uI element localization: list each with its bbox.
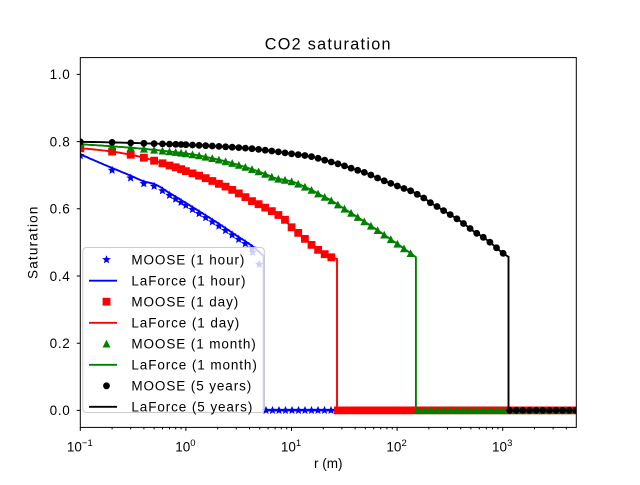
- svg-text:1.0: 1.0: [50, 67, 71, 82]
- svg-text:0.0: 0.0: [50, 403, 71, 418]
- svg-text:LaForce (1 hour): LaForce (1 hour): [131, 274, 246, 289]
- svg-text:MOOSE (1 month): MOOSE (1 month): [131, 337, 256, 352]
- svg-text:MOOSE (1 hour): MOOSE (1 hour): [131, 253, 245, 268]
- svg-text:r (m): r (m): [314, 456, 342, 471]
- svg-text:MOOSE (5 years): MOOSE (5 years): [131, 379, 252, 394]
- svg-text:CO2 saturation: CO2 saturation: [265, 35, 392, 53]
- svg-text:LaForce (5 years): LaForce (5 years): [131, 400, 253, 415]
- svg-text:Saturation: Saturation: [26, 205, 41, 279]
- svg-text:LaForce (1 month): LaForce (1 month): [131, 358, 257, 373]
- svg-text:0.2: 0.2: [50, 336, 71, 351]
- svg-text:0.6: 0.6: [50, 202, 71, 217]
- svg-text:0.4: 0.4: [50, 269, 71, 284]
- svg-text:0.8: 0.8: [50, 134, 71, 149]
- svg-text:MOOSE (1 day): MOOSE (1 day): [131, 295, 239, 310]
- svg-text:LaForce (1 day): LaForce (1 day): [131, 316, 240, 331]
